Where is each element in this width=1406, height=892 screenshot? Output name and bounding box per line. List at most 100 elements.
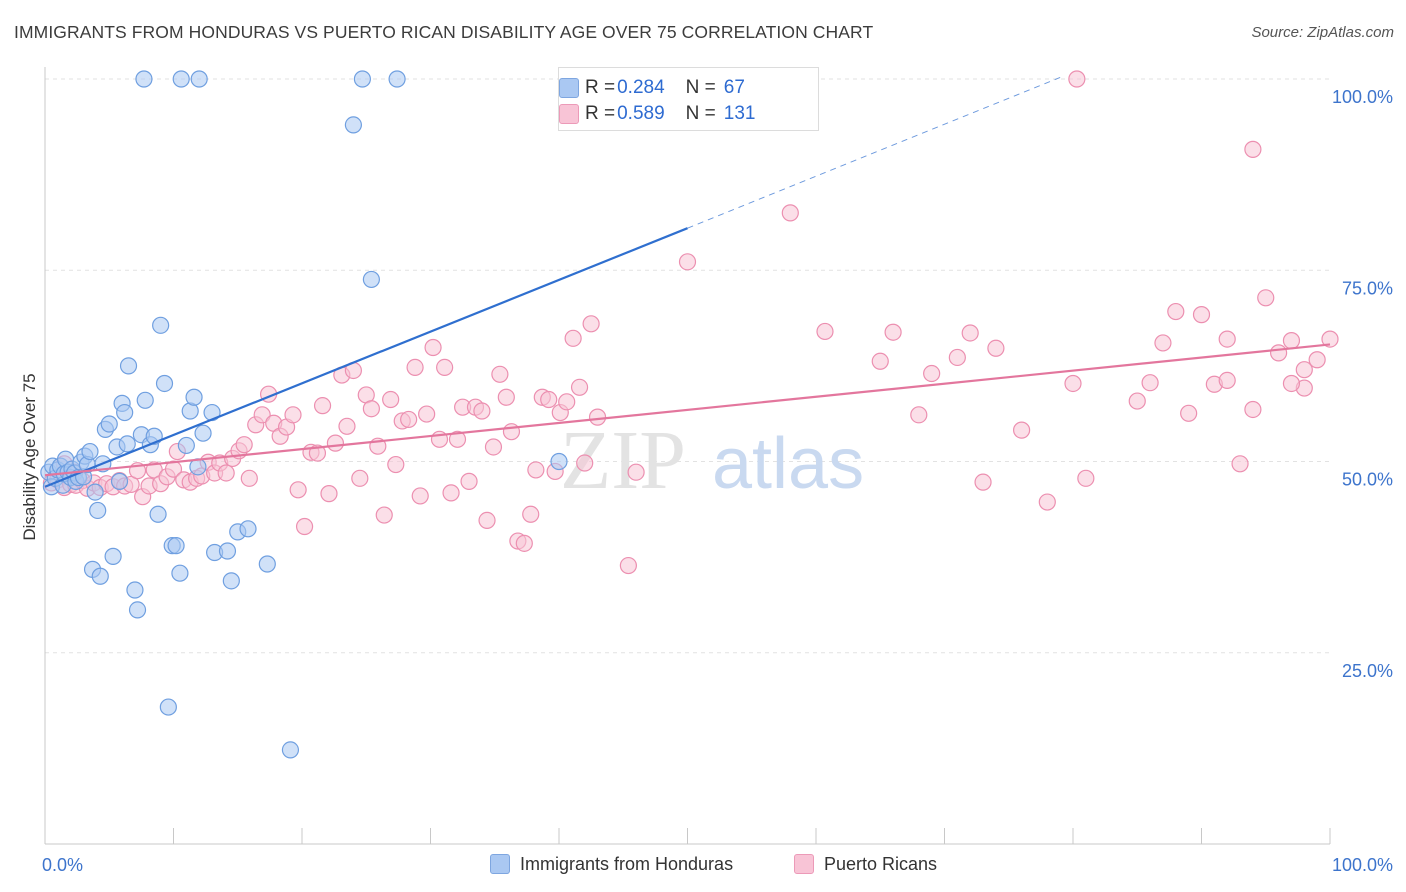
source-label: Source: ZipAtlas.com xyxy=(1251,24,1394,41)
point-puerto-ricans xyxy=(781,204,799,222)
legend-label-honduras: Immigrants from Honduras xyxy=(520,853,734,874)
trend-lines xyxy=(44,77,1331,488)
point-puerto-ricans xyxy=(424,338,442,357)
y-tick-label: 25.0% xyxy=(1342,661,1393,681)
legend-swatch-honduras xyxy=(490,854,510,874)
trend-line-honduras xyxy=(44,227,688,488)
point-puerto-ricans xyxy=(382,390,400,409)
point-puerto-ricans xyxy=(362,400,380,418)
point-puerto-ricans xyxy=(387,455,405,474)
point-puerto-ricans xyxy=(923,364,941,383)
point-puerto-ricans xyxy=(484,438,503,456)
point-puerto-ricans xyxy=(320,485,338,503)
legend-item-honduras: Immigrants from Honduras xyxy=(490,852,733,876)
point-puerto-ricans xyxy=(502,423,521,441)
point-honduras xyxy=(167,537,185,555)
point-puerto-ricans xyxy=(240,469,258,487)
point-puerto-ricans xyxy=(1068,70,1086,88)
watermark-atlas: atlas xyxy=(712,424,864,504)
point-puerto-ricans xyxy=(1218,371,1236,390)
point-puerto-ricans xyxy=(295,517,314,536)
point-puerto-ricans xyxy=(1012,421,1031,439)
point-puerto-ricans xyxy=(987,339,1005,357)
point-puerto-ricans xyxy=(1308,351,1326,369)
point-puerto-ricans xyxy=(816,322,834,341)
point-puerto-ricans xyxy=(619,556,637,575)
point-puerto-ricans xyxy=(406,358,424,377)
point-honduras xyxy=(81,442,99,461)
point-honduras xyxy=(155,374,174,393)
n-label: N = xyxy=(685,103,716,124)
watermark: ZIP atlas xyxy=(560,414,864,507)
trend-line-puerto-ricans xyxy=(44,343,1331,477)
point-honduras xyxy=(190,70,208,88)
n-value: 131 xyxy=(723,103,756,124)
point-honduras xyxy=(177,436,195,455)
point-honduras xyxy=(353,70,371,88)
gridlines xyxy=(45,78,1330,654)
point-honduras xyxy=(104,547,122,565)
r-label: R = xyxy=(585,77,616,98)
n-label: N = xyxy=(685,77,716,98)
point-honduras xyxy=(91,567,109,585)
point-honduras xyxy=(136,391,154,409)
point-puerto-ricans xyxy=(1321,330,1339,348)
point-honduras xyxy=(149,505,167,523)
point-puerto-ricans xyxy=(1064,374,1082,393)
point-honduras xyxy=(222,572,240,590)
point-puerto-ricans xyxy=(1154,334,1172,352)
point-puerto-ricans xyxy=(313,397,332,415)
point-puerto-ricans xyxy=(253,406,271,424)
point-puerto-ricans xyxy=(1167,302,1185,321)
legend-swatch-honduras xyxy=(559,78,579,98)
point-puerto-ricans xyxy=(570,378,589,396)
point-honduras xyxy=(116,403,134,422)
point-honduras xyxy=(135,70,153,88)
point-honduras xyxy=(344,116,362,134)
legend-swatch-puerto-ricans xyxy=(559,104,579,124)
point-puerto-ricans xyxy=(289,481,307,499)
point-honduras xyxy=(550,452,568,471)
point-honduras xyxy=(281,741,300,759)
point-puerto-ricans xyxy=(326,434,345,452)
x-tick-label-end: 100.0% xyxy=(1332,855,1393,875)
point-puerto-ricans xyxy=(400,410,418,429)
point-puerto-ricans xyxy=(1269,344,1288,362)
point-honduras xyxy=(258,555,276,573)
point-honduras xyxy=(152,316,170,334)
point-puerto-ricans xyxy=(576,454,594,472)
point-honduras xyxy=(194,424,212,442)
point-puerto-ricans xyxy=(1128,392,1146,410)
point-puerto-ricans xyxy=(582,315,600,333)
point-honduras xyxy=(100,415,118,433)
point-puerto-ricans xyxy=(1282,332,1301,350)
point-puerto-ricans xyxy=(1257,289,1275,307)
point-puerto-ricans xyxy=(540,390,558,409)
point-honduras xyxy=(118,435,136,453)
point-puerto-ricans xyxy=(308,444,327,462)
point-puerto-ricans xyxy=(527,461,545,479)
point-puerto-ricans xyxy=(564,329,582,347)
r-value: 0.284 xyxy=(617,77,665,98)
n-value: 67 xyxy=(723,77,745,98)
point-puerto-ricans xyxy=(497,388,515,406)
point-puerto-ricans xyxy=(588,408,607,426)
point-puerto-ricans xyxy=(522,505,540,523)
legend-row-honduras: R = 0.284 N = 67 xyxy=(559,77,745,99)
point-puerto-ricans xyxy=(418,405,436,423)
point-puerto-ricans xyxy=(411,487,429,505)
point-puerto-ricans xyxy=(910,406,928,424)
axes xyxy=(44,67,1331,845)
point-puerto-ricans xyxy=(678,253,697,271)
point-puerto-ricans xyxy=(884,323,902,341)
point-puerto-ricans xyxy=(448,430,467,448)
legend-item-puerto-ricans: Puerto Ricans xyxy=(794,852,937,876)
chart-title: IMMIGRANTS FROM HONDURAS VS PUERTO RICAN… xyxy=(14,22,874,42)
point-honduras xyxy=(172,70,190,88)
point-honduras xyxy=(159,698,177,716)
stats-legend: R = 0.284 N = 67 R = 0.589 N = 131 xyxy=(558,67,819,131)
trend-line-honduras-extension xyxy=(687,77,1061,229)
y-tick-label: 75.0% xyxy=(1342,278,1393,298)
point-puerto-ricans xyxy=(871,352,889,370)
